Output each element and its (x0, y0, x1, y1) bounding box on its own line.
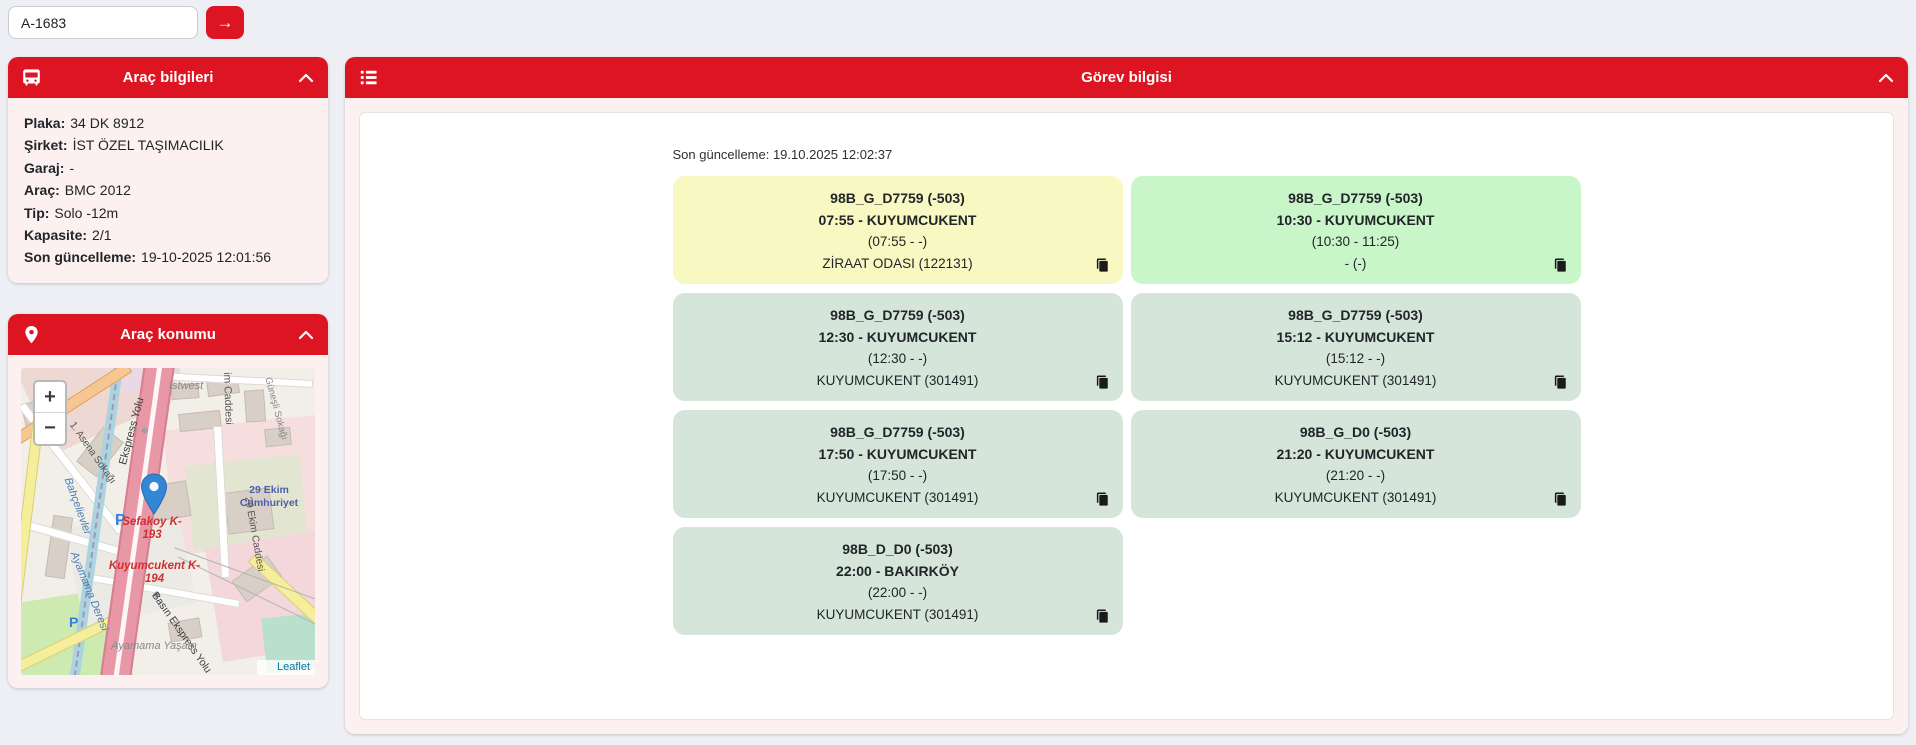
copy-icon[interactable] (1553, 257, 1568, 273)
map-label-ayamama-yasam: Ayamama Yaşam (111, 640, 197, 652)
copy-icon[interactable] (1553, 374, 1568, 390)
collapse-chevron-up-icon[interactable] (298, 72, 314, 84)
parking-icon: P (115, 512, 126, 529)
vehicle-location-title: Araç konumu (120, 326, 216, 343)
map-pin-icon (25, 325, 38, 344)
task-info-title: Görev bilgisi (1081, 69, 1172, 86)
task-card: 98B_G_D7759 (-503) 12:30 - KUYUMCUKENT (… (672, 293, 1123, 401)
vehicle-location-body: Istwest Güneşli Sokağı im Caddesi Ekspre… (8, 355, 328, 688)
search-input[interactable] (8, 6, 198, 39)
copy-icon[interactable] (1095, 608, 1110, 624)
vehicle-info-header: Araç bilgileri (8, 57, 328, 98)
task-card: 98B_G_D7759 (-503) 07:55 - KUYUMCUKENT (… (672, 176, 1123, 284)
bus-icon (23, 69, 40, 86)
vehicle-field-company: Şirket: İST ÖZEL TAŞIMACILIK (24, 137, 224, 154)
map-building (243, 389, 267, 423)
map-attribution: Leaflet (256, 660, 315, 675)
task-card: 98B_D_D0 (-503) 22:00 - BAKIRKÖY (22:00 … (672, 527, 1123, 635)
task-info-panel: Görev bilgisi Son güncelleme: 19.10.2025… (345, 57, 1908, 734)
vehicle-info-body: Plaka: 34 DK 8912 Şirket: İST ÖZEL TAŞIMAC… (8, 98, 328, 283)
collapse-chevron-up-icon[interactable] (1878, 72, 1894, 84)
map-label-cumhuriyet: 29 Ekim Cumhuriyet (239, 484, 299, 509)
leaflet-map[interactable]: Istwest Güneşli Sokağı im Caddesi Ekspre… (21, 368, 315, 675)
arrow-right-icon: → (216, 13, 234, 32)
map-building (44, 514, 74, 580)
map-label-sefakoy: Sefakoy K-193 (122, 516, 182, 541)
vehicle-field-capacity: Kapasite: 2/1 (24, 227, 112, 244)
copy-icon[interactable] (1095, 374, 1110, 390)
collapse-chevron-up-icon[interactable] (298, 329, 314, 341)
map-zoom-control: + − (33, 380, 67, 446)
task-info-body: Son güncelleme: 19.10.2025 12:02:37 98B_… (345, 98, 1908, 734)
task-card: 98B_G_D0 (-503) 21:20 - KUYUMCUKENT (21:… (1130, 410, 1581, 518)
parking-icon: P (69, 614, 79, 630)
task-card: 98B_G_D7759 (-503) 17:50 - KUYUMCUKENT (… (672, 410, 1123, 518)
leaflet-link[interactable]: Leaflet (276, 661, 310, 673)
vehicle-field-last-update: Son güncelleme: 19-10-2025 12:01:56 (24, 249, 272, 266)
list-icon[interactable] (359, 68, 378, 87)
vehicle-marker-icon[interactable] (139, 473, 169, 515)
task-cards-grid: 98B_G_D7759 (-503) 07:55 - KUYUMCUKENT (… (672, 176, 1581, 635)
ukraine-flag-icon (261, 663, 274, 672)
map-label-im-caddesi: im Caddesi (221, 372, 235, 425)
tasks-last-update: Son güncelleme: 19.10.2025 12:02:37 (672, 147, 893, 162)
vehicle-location-panel: Araç konumu (8, 314, 328, 688)
copy-icon[interactable] (1095, 257, 1110, 273)
vehicle-field-type: Tip: Solo -12m (24, 204, 119, 221)
vehicle-location-header: Araç konumu (8, 314, 328, 355)
task-card: 98B_G_D7759 (-503) 15:12 - KUYUMCUKENT (… (1130, 293, 1581, 401)
copy-icon[interactable] (1095, 491, 1110, 507)
vehicle-info-panel: Araç bilgileri Plaka: 34 DK 8912 Şirket: İ… (8, 57, 328, 283)
vehicle-info-title: Araç bilgileri (122, 69, 214, 86)
zoom-out-button[interactable]: − (44, 417, 56, 439)
task-info-header: Görev bilgisi (345, 57, 1908, 98)
task-list-container: Son güncelleme: 19.10.2025 12:02:37 98B_… (359, 112, 1894, 720)
copy-icon[interactable] (1553, 491, 1568, 507)
vehicle-field-garage: Garaj: - (24, 159, 75, 176)
map-label-istwest: Istwest (169, 380, 204, 392)
vehicle-field-plate: Plaka: 34 DK 8912 (24, 115, 145, 131)
task-card: 98B_G_D7759 (-503) 10:30 - KUYUMCUKENT (… (1130, 176, 1581, 284)
vehicle-field-vehicle: Araç: BMC 2012 (24, 182, 131, 199)
search-submit-button[interactable]: → (206, 6, 244, 39)
zoom-in-button[interactable]: + (35, 382, 65, 413)
map-label-kuyumcukent: Kuyumcukent K-194 (108, 560, 201, 585)
